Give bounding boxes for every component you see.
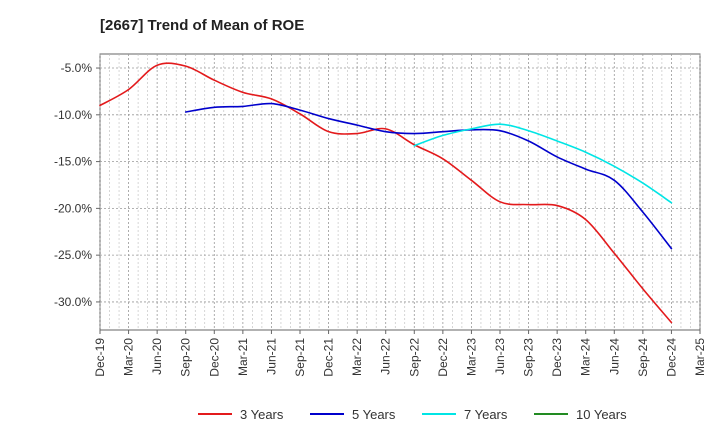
x-tick-label: Mar-24 [579, 338, 593, 376]
x-tick-label: Mar-21 [236, 338, 250, 376]
x-tick-label: Jun-22 [379, 338, 393, 375]
chart-title: [2667] Trend of Mean of ROE [100, 17, 304, 34]
x-tick-label: Sep-21 [293, 338, 307, 377]
x-tick-label: Mar-25 [693, 338, 707, 376]
y-tick-label: -10.0% [54, 108, 92, 122]
x-tick-label: Dec-21 [322, 338, 336, 377]
x-tick-label: Dec-19 [93, 338, 107, 377]
y-tick-label: -25.0% [54, 248, 92, 262]
plot-area [99, 53, 701, 331]
x-tick-label: Mar-22 [350, 338, 364, 376]
x-axis-ticks: Dec-19 Mar-20 Jun-20 Sep-20 Dec-20 Mar-21 Jun-… [93, 330, 707, 377]
legend-label-7-years: 7 Years [464, 407, 508, 422]
x-tick-label: Sep-22 [407, 338, 421, 377]
x-tick-label: Dec-24 [664, 338, 678, 377]
x-tick-label: Dec-20 [207, 338, 221, 377]
series-line-3-years [99, 62, 673, 324]
x-tick-label: Dec-22 [436, 338, 450, 377]
x-tick-label: Sep-24 [636, 338, 650, 377]
x-tick-label: Jun-21 [264, 338, 278, 375]
y-tick-label: -30.0% [54, 295, 92, 309]
series-lines [99, 62, 673, 324]
series-line-7-years [413, 123, 673, 204]
y-tick-label: -15.0% [54, 155, 92, 169]
legend-label-3-years: 3 Years [240, 407, 284, 422]
x-tick-label: Mar-23 [464, 338, 478, 376]
series-line-5-years [184, 102, 673, 250]
x-tick-label: Sep-23 [522, 338, 536, 377]
legend-label-10-years: 10 Years [576, 407, 627, 422]
x-tick-label: Jun-23 [493, 338, 507, 375]
x-tick-label: Jun-24 [607, 338, 621, 375]
legend-label-5-years: 5 Years [352, 407, 396, 422]
grid-lines [99, 54, 701, 330]
x-tick-label: Mar-20 [122, 338, 136, 376]
x-tick-label: Jun-20 [150, 338, 164, 375]
y-axis-ticks: -5.0% -10.0% -15.0% -20.0% -25.0% -30.0% [54, 61, 100, 309]
x-tick-label: Dec-23 [550, 338, 564, 377]
legend: 3 Years 5 Years 7 Years 10 Years [198, 407, 627, 422]
y-tick-label: -20.0% [54, 201, 92, 215]
y-tick-label: -5.0% [61, 61, 93, 75]
x-tick-label: Sep-20 [179, 338, 193, 377]
